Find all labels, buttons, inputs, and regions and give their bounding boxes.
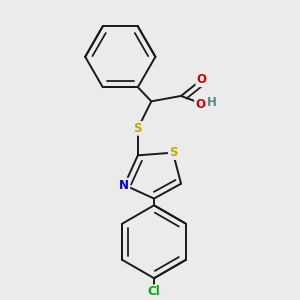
Text: H: H bbox=[207, 96, 217, 109]
Text: Cl: Cl bbox=[148, 285, 160, 298]
Text: N: N bbox=[119, 178, 129, 192]
Text: O: O bbox=[195, 98, 205, 110]
Text: S: S bbox=[134, 122, 142, 135]
Text: S: S bbox=[169, 146, 177, 159]
Text: O: O bbox=[196, 73, 206, 86]
